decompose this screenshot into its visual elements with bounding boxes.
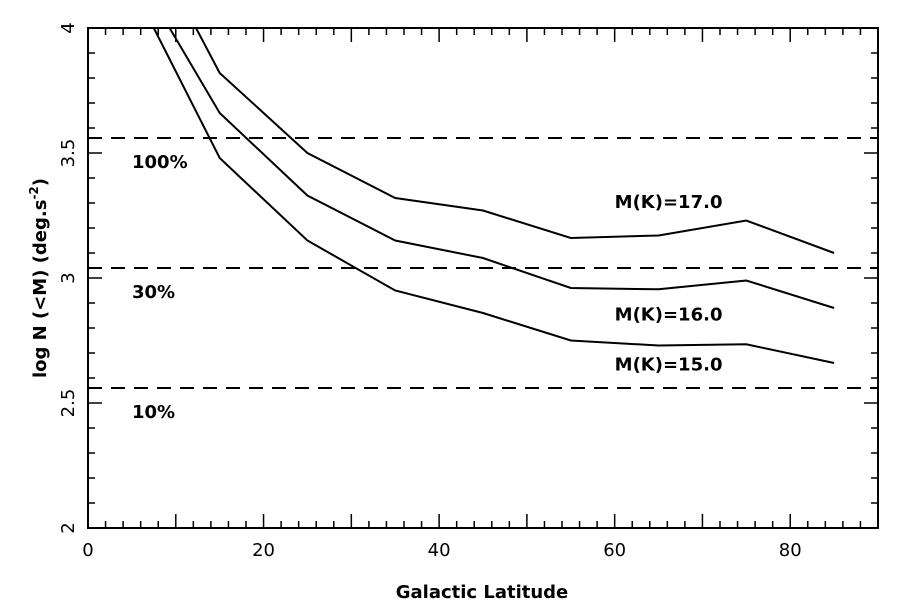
y-axis-title-close: ) <box>30 178 51 186</box>
y-tick-label: 3.5 <box>58 139 79 168</box>
series-label: M(K)=17.0 <box>615 192 723 213</box>
y-axis-title: log N (<M) (deg.s-2) <box>27 178 51 378</box>
plot-frame <box>87 27 879 529</box>
x-tick-label: 60 <box>603 540 626 561</box>
series-line <box>195 28 835 254</box>
series-line <box>152 28 835 364</box>
x-tick-label: 20 <box>252 540 275 561</box>
annotations: 100% 30% 10% M(K)=17.0 M(K)=16.0 M(K)=15.0 <box>132 152 722 423</box>
series-lines <box>152 28 835 364</box>
y-tick-label: 2.5 <box>58 389 79 418</box>
series-line <box>168 28 835 309</box>
tick-labels: 0 20 40 60 80 2 2.5 3 3.5 4 <box>58 22 802 561</box>
y-tick-label: 4 <box>58 22 79 33</box>
y-tick-label: 2 <box>58 522 79 533</box>
reference-lines <box>88 137 878 389</box>
x-tick-label: 0 <box>82 540 93 561</box>
x-tick-label: 80 <box>779 540 802 561</box>
series-label: M(K)=16.0 <box>615 305 723 326</box>
y-axis-title-main: log N (<M) (deg.s <box>30 200 51 379</box>
x-axis-title: Galactic Latitude <box>396 582 569 603</box>
y-tick-label: 3 <box>58 272 79 283</box>
axis-ticks <box>87 27 879 529</box>
completeness-label: 10% <box>132 402 175 423</box>
completeness-label: 100% <box>132 152 188 173</box>
series-label: M(K)=15.0 <box>615 355 723 376</box>
y-axis-title-sup: -2 <box>27 186 41 199</box>
x-tick-label: 40 <box>428 540 451 561</box>
completeness-label: 30% <box>132 282 175 303</box>
